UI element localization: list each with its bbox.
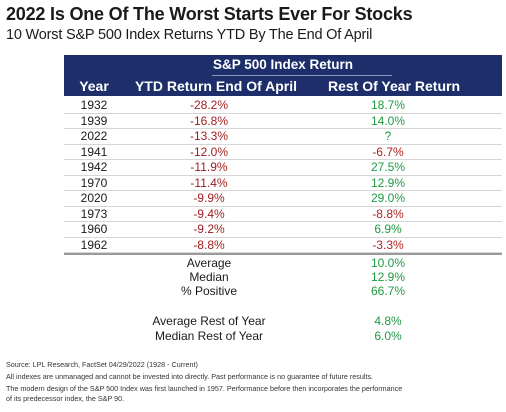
summary-label-median-rest: Median Rest of Year [154,329,264,343]
table-cell-rest-return: -3.3% [372,237,404,252]
table-cell-ytd-return: -9.9% [193,191,225,205]
table-cell-year: 1939 [80,113,108,128]
table-cell-year: 1941 [80,144,108,159]
summary-value-average: 10.0% [370,256,406,270]
table-row-divider [64,236,502,238]
table-cell-rest-return: 14.0% [370,113,406,128]
table-cell-ytd-return: -16.8% [189,113,229,128]
footnote-history-2: of its predecessor index, the S&P 90. [6,394,125,403]
table-row-divider [64,128,502,129]
table-cell-year: 1960 [80,222,108,236]
table-cell-year: 1970 [80,175,108,190]
table-row-divider [64,252,502,253]
group-header: S&P 500 Index Return [212,57,354,72]
table-row-divider [64,174,502,176]
table-cell-rest-return: 18.7% [370,98,406,112]
summary-label-average: Average [186,256,232,270]
table-cell-rest-return: 29.0% [370,191,406,205]
table-cell-rest-return: ? [384,129,392,143]
page-title: 2022 Is One Of The Worst Starts Ever For… [6,4,413,24]
group-header-rule [212,75,392,76]
table-cell-ytd-return: -13.3% [189,129,229,143]
table-cell-ytd-return: -11.9% [190,160,228,174]
summary-separator [64,253,502,255]
table-row-divider [64,112,502,114]
table-cell-ytd-return: -9.2% [193,222,225,236]
column-header-rest: Rest Of Year Return [327,78,460,94]
table-cell-ytd-return: -8.8% [193,237,225,252]
footnote-disclaimer: All indexes are unmanaged and cannot be … [6,372,374,381]
table-cell-year: 1962 [80,237,108,252]
table-cell-rest-return: -8.8% [372,206,404,221]
summary-label-avg-rest: Average Rest of Year [152,314,266,328]
summary-value-avg-rest: 4.8% [374,314,402,328]
table-cell-year: 1942 [80,160,108,174]
summary-value-median: 12.9% [370,270,406,284]
summary-value-median-rest: 6.0% [374,329,402,343]
table-row-divider [64,143,502,145]
table-cell-ytd-return: -11.4% [190,175,228,190]
table-row-divider [64,221,502,222]
footnote-history-1: The modern design of the S&P 500 Index w… [6,384,403,393]
table-row-divider [64,205,502,207]
footnote-source: Source: LPL Research, FactSet 04/29/2022… [6,360,198,369]
column-header-ytd: YTD Return End Of April [134,78,298,94]
table-cell-rest-return: -6.7% [372,144,404,159]
summary-label-median: Median [189,270,229,284]
table-cell-ytd-return: -12.0% [189,144,229,159]
table-cell-ytd-return: -9.4% [193,206,225,221]
summary-label-positive: % Positive [180,284,238,298]
column-header-year: Year [79,78,109,94]
table-cell-year: 2022 [80,129,108,143]
summary-value-positive: 66.7% [370,284,406,298]
table-cell-year: 1932 [80,98,108,112]
table-cell-year: 2020 [80,191,108,205]
page-subtitle: 10 Worst S&P 500 Index Returns YTD By Th… [6,27,373,43]
table-row-divider [64,159,502,160]
table-cell-rest-return: 12.9% [370,175,406,190]
table-cell-rest-return: 6.9% [374,222,402,236]
table-row-divider [64,190,502,191]
table-cell-rest-return: 27.5% [370,160,406,174]
table-cell-ytd-return: -28.2% [189,98,229,112]
table-cell-year: 1973 [80,206,108,221]
